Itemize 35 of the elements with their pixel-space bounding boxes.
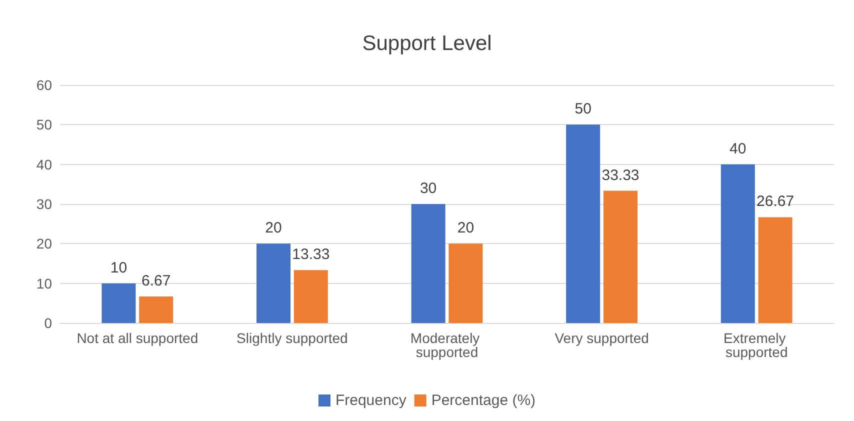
y-tick-label: 20	[36, 236, 52, 252]
bar	[720, 164, 755, 323]
data-label: 20	[265, 220, 282, 237]
bar	[448, 244, 483, 323]
bar	[102, 283, 136, 323]
bar	[604, 190, 638, 323]
bar	[139, 296, 174, 323]
data-label: 50	[574, 100, 592, 118]
chart-title: Support Level	[362, 32, 492, 55]
bar	[758, 217, 792, 323]
data-label: 20	[457, 220, 474, 237]
data-label: 6.67	[142, 272, 171, 290]
y-tick-label: 50	[36, 116, 52, 133]
y-tick-label: 30	[36, 196, 52, 212]
bar	[256, 244, 290, 323]
legend-label: Percentage (%)	[431, 392, 536, 409]
bar	[411, 204, 446, 323]
y-tick-label: 40	[36, 156, 52, 172]
legend-label: Frequency	[335, 392, 407, 409]
data-label: 10	[110, 259, 128, 276]
data-label: 33.33	[602, 166, 640, 184]
data-label: 30	[420, 180, 437, 197]
data-label: 26.67	[756, 193, 794, 210]
x-tick-label: Moderately supported	[410, 330, 484, 360]
data-label: 13.33	[292, 246, 330, 264]
x-tick-label: Extremely supported	[724, 330, 790, 360]
y-tick-label: 10	[36, 275, 52, 292]
bar	[294, 270, 328, 323]
x-tick-label: Slightly supported	[236, 330, 348, 346]
x-tick-label: Very supported	[554, 330, 649, 346]
bar	[566, 124, 600, 323]
data-label: 40	[730, 140, 746, 158]
y-tick-label: 0	[44, 315, 52, 331]
x-tick-label: Not at all supported	[76, 330, 198, 346]
y-tick-label: 60	[36, 77, 52, 93]
